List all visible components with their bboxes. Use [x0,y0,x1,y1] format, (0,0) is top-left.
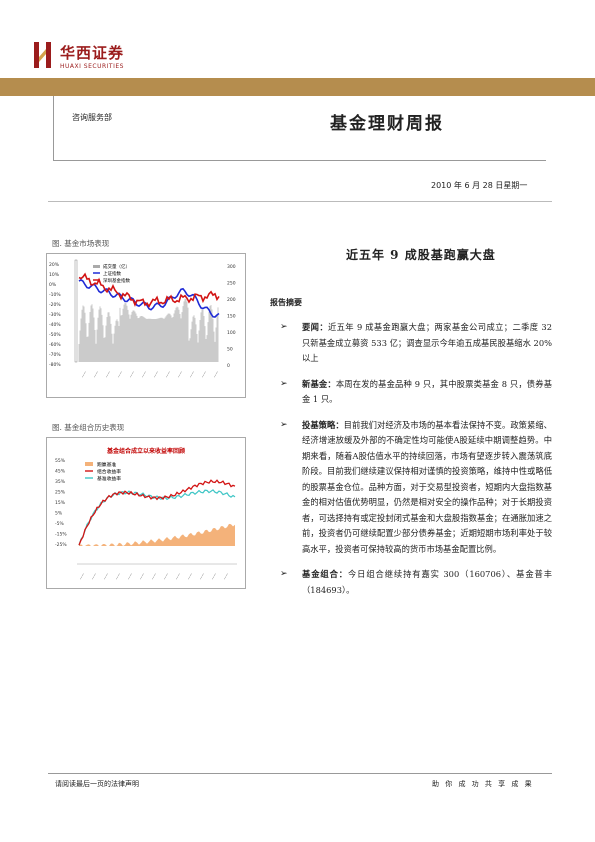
y2-tick-label: 250 [227,281,236,287]
y2-tick-label: 150 [227,314,236,320]
market-chart-svg: 20% 10% 0% -10% -20% -30% -40% -50% -60% -70% -80%… [49,259,236,379]
y-tick-label: 0% [49,282,57,288]
x-tick-label: —— [210,572,217,581]
footer-rule [48,773,552,774]
x-tick-label: —— [150,572,157,581]
y2-tick-label: 0 [227,363,230,369]
report-title: 基金理财周报 [330,114,444,134]
portfolio-chart-svg: 基金组合成立以来收益率回顾 55% 45% 35% 25% 15% 5% -5% -15% -2… [55,447,237,581]
portfolio-chart: 基金组合成立以来收益率回顾 55% 45% 35% 25% 15% 5% -5% -15% -2… [46,437,246,589]
y-tick-label: -70% [49,352,61,358]
x-tick-label: —— [164,370,171,379]
x-tick-label: —— [104,370,111,379]
x-tick-label: —— [140,370,147,379]
y2-tick-label: 100 [227,330,236,336]
header-band [0,78,595,96]
portfolio-chart-legend: 跑赢基准 组合收益率 基准收益率 [85,461,121,482]
y-tick-label: -60% [49,342,61,348]
x-tick-label: —— [116,370,123,379]
header-box [53,96,546,161]
arrow-icon: ➢ [280,419,288,430]
y-tick-label: -50% [49,332,61,338]
x-tick-label: —— [188,370,195,379]
arrow-icon: ➢ [280,322,288,332]
y-tick-label: 5% [55,511,63,517]
x-tick-label: —— [200,370,207,379]
x-tick-label: —— [92,370,99,379]
market-chart-legend: 成交量（亿） 上证指数 深圳基金指数 [93,263,130,284]
x-tick-label: —— [162,572,169,581]
y-tick-label: 15% [55,500,66,506]
portfolio-chart-title: 基金组合成立以来收益率回顾 [106,447,185,455]
header-rule [48,201,552,202]
arrow-icon: ➢ [280,569,288,579]
y-tick-label: -15% [55,532,67,538]
summary-bullets: ➢ 要闻：近五年 9 成基金跑赢大盘；两家基金公司成立；二季度 32 只新基金成… [270,320,552,608]
footer-disclaimer: 请阅读最后一页的法律声明 [55,780,139,788]
x-tick-label: —— [128,370,135,379]
legend-shenzhen-fund-index: 深圳基金指数 [103,277,130,284]
y-tick-label: 45% [55,469,66,475]
y-tick-label: 10% [49,272,60,278]
department-label: 咨询服务部 [72,113,112,122]
x-tick-label: —— [176,370,183,379]
brand-name-cn: 华西证券 [60,44,125,62]
bullet-portfolio: ➢ 基金组合：今日组合继续持有嘉实 300（160706）、基金普丰（18469… [280,569,552,595]
x-tick-label: —— [212,370,219,379]
y-tick-label: -10% [49,292,61,298]
x-tick-label: —— [78,572,85,581]
arrow-icon: ➢ [280,378,288,389]
x-tick-label: —— [138,572,145,581]
y-tick-label: -80% [49,362,61,368]
y-tick-label: -40% [49,322,61,328]
headline: 近五年 9 成股基跑赢大盘 [346,248,496,262]
bullet-news: ➢ 要闻：近五年 9 成基金跑赢大盘；两家基金公司成立；二季度 32 只新基金成… [280,322,552,363]
y2-tick-label: 50 [227,347,233,353]
legend-shanghai-index: 上证指数 [103,270,121,277]
y-tick-label: 35% [55,479,66,485]
legend-volume: 成交量（亿） [103,263,130,270]
legend-benchmark-return: 基准收益率 [97,475,121,482]
legend-outperformance: 跑赢基准 [97,461,116,468]
y-tick-label: -20% [49,302,61,308]
y-tick-label: 55% [55,458,66,464]
y-tick-label: -30% [49,312,61,318]
x-tick-label: —— [114,572,121,581]
huaxi-logo-icon [34,42,51,68]
y-tick-label: 20% [49,262,60,268]
x-tick-label: —— [222,572,229,581]
chart2-caption: 图. 基金组合历史表现 [52,423,125,432]
x-tick-label: —— [198,572,205,581]
x-tick-label: —— [152,370,159,379]
y2-tick-label: 200 [227,297,236,303]
chart1-caption: 图. 基金市场表现 [52,239,110,248]
brand-name-en: HUAXI SECURITIES [60,63,124,70]
y2-tick-label: 300 [227,264,236,270]
summary-label: 报告摘要 [270,297,302,307]
x-tick-label: —— [186,572,193,581]
bullet-strategy: ➢ 投基策略：目前我们对经济及市场的基本看法保持不变。政策紧缩、经济增速放缓及外… [280,419,552,554]
x-tick-label: —— [80,370,87,379]
legend-portfolio-return: 组合收益率 [97,468,121,475]
footer-slogan: 助 你 成 功 共 享 成 果 [432,780,534,788]
y-tick-label: -25% [55,542,67,548]
y-tick-label: 25% [55,490,66,496]
x-tick-label: —— [102,572,109,581]
y-tick-label: -5% [55,521,64,527]
report-date: 2010 年 6 月 28 日星期一 [431,181,528,190]
x-tick-label: —— [174,572,181,581]
bullet-new-funds: ➢ 新基金：本周在发的基金品种 9 只，其中股票类基金 8 只，债券基金 1 只… [280,378,552,405]
x-tick-label: —— [90,572,97,581]
market-chart: 20% 10% 0% -10% -20% -30% -40% -50% -60% -70% -80%… [46,253,246,398]
x-tick-label: —— [126,572,133,581]
